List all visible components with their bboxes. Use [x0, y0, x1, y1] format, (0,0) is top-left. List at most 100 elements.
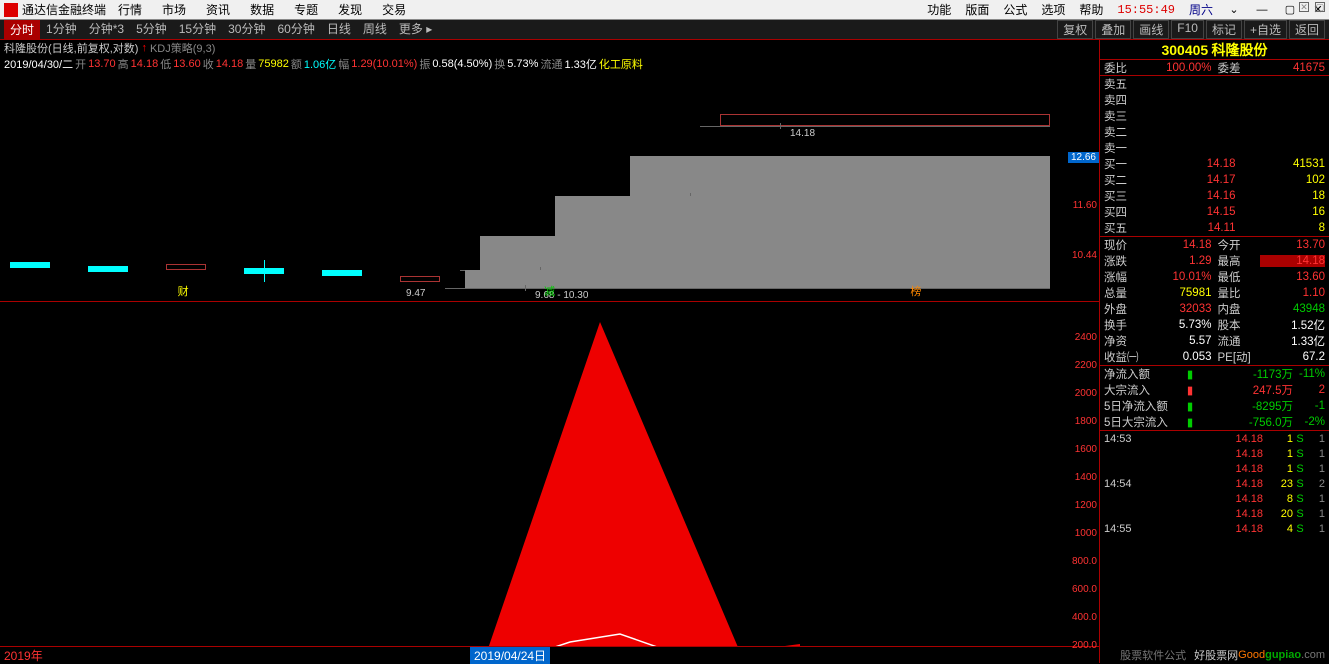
box-label: 14.18 — [790, 128, 815, 139]
toolbar-button[interactable]: +自选 — [1244, 20, 1287, 39]
price-box — [630, 156, 1050, 196]
ask-row: 卖一 — [1100, 140, 1329, 156]
price-box — [480, 236, 1050, 270]
kdj-label: KDJ策略(9,3) — [150, 40, 215, 56]
wm-suffix: 股票软件公式 — [1120, 647, 1186, 663]
stats-row: 2019/04/30/二 开13.70 高14.18 低13.60 收14.18… — [0, 56, 1099, 72]
stat-lbl: 量 — [245, 56, 256, 72]
menu-item[interactable]: 数据 — [250, 1, 274, 18]
candle — [88, 266, 128, 272]
info-row: 外盘32033内盘43948 — [1100, 301, 1329, 317]
stock-name: 科隆股份 — [1212, 42, 1268, 58]
stat-amp: 1.29(10.01%) — [351, 58, 417, 70]
toolbar-button[interactable]: 标记 — [1206, 20, 1242, 39]
menu-item[interactable]: 交易 — [382, 1, 406, 18]
stock-header: 300405 科隆股份 — [1100, 40, 1329, 60]
lower-chart[interactable]: 24002200200018001600140012001000800.0600… — [0, 302, 1099, 647]
stat-range: 0.58(4.50%) — [432, 58, 492, 70]
period-button[interactable]: 30分钟 — [222, 20, 271, 39]
period-toolbar: 分时1分钟分钟*35分钟15分钟30分钟60分钟日线周线更多 ▸ 复权叠加画线F… — [0, 20, 1329, 40]
maximize-icon[interactable]: ▢ — [1283, 3, 1297, 17]
footer-year: 2019年 — [4, 647, 43, 664]
menu-item[interactable]: 行情 — [118, 1, 142, 18]
period-button[interactable]: 5分钟 — [130, 20, 173, 39]
candle — [322, 270, 362, 276]
bid-row: 买一14.1841531 — [1100, 156, 1329, 172]
stat-lbl: 流通 — [540, 56, 562, 72]
y-tick: 1800 — [1075, 416, 1097, 427]
menu-item[interactable]: 资讯 — [206, 1, 230, 18]
tick-row: 14.1820S1 — [1100, 506, 1329, 521]
down-icon[interactable]: ⌄ — [1227, 3, 1241, 17]
y-tick: 2400 — [1075, 332, 1097, 343]
chart-opt-icon[interactable]: ▢ — [1315, 2, 1325, 12]
candle — [166, 264, 206, 270]
period-button[interactable]: 1分钟 — [40, 20, 83, 39]
menu-item[interactable]: 功能 — [927, 1, 951, 18]
stat-amt: 1.06亿 — [304, 56, 336, 72]
period-button[interactable]: 周线 — [357, 20, 393, 39]
menu-item[interactable]: 选项 — [1041, 1, 1065, 18]
wm-text: Good — [1238, 649, 1265, 661]
ask-row: 卖五 — [1100, 76, 1329, 92]
stat-close: 14.18 — [216, 58, 244, 70]
menu-item[interactable]: 发现 — [338, 1, 362, 18]
stat-vol: 75982 — [258, 58, 289, 70]
tick-row: 14.181S1 — [1100, 446, 1329, 461]
bid-row: 买二14.17102 — [1100, 172, 1329, 188]
menu-item[interactable]: 市场 — [162, 1, 186, 18]
weicha-lbl: 委差 — [1218, 60, 1260, 76]
stat-lbl: 收 — [203, 56, 214, 72]
tick-row: 14:5514.184S1 — [1100, 521, 1329, 536]
menu-item[interactable]: 版面 — [965, 1, 989, 18]
period-button[interactable]: 更多 ▸ — [393, 20, 438, 39]
price-box — [555, 196, 1050, 236]
y-tick: 1400 — [1075, 472, 1097, 483]
flow-row: 5日大宗流入▮-756.0万-2% — [1100, 414, 1329, 430]
bid-row: 买三14.1618 — [1100, 188, 1329, 204]
stat-high: 14.18 — [131, 58, 159, 70]
stat-float: 1.33亿 — [564, 56, 596, 72]
toolbar-button[interactable]: F10 — [1171, 20, 1204, 39]
menubar: 通达信金融终端 行情市场资讯数据专题发现交易 功能版面公式选项帮助 15:55:… — [0, 0, 1329, 20]
stat-turn: 5.73% — [507, 58, 538, 70]
menu-item[interactable]: 专题 — [294, 1, 318, 18]
chart-header: 科隆股份(日线,前复权,对数) ↑ KDJ策略(9,3) ✕ ▢ — [0, 40, 1099, 56]
info-row: 涨跌1.29最高14.18 — [1100, 253, 1329, 269]
y-tick: 2200 — [1075, 360, 1097, 371]
menu-item[interactable]: 帮助 — [1079, 1, 1103, 18]
stat-open: 13.70 — [88, 58, 116, 70]
mid-labels: 财减榜 — [0, 283, 1099, 299]
info-row: 总量75981量比1.10 — [1100, 285, 1329, 301]
period-button[interactable]: 日线 — [321, 20, 357, 39]
app-logo: 通达信金融终端 — [4, 1, 106, 18]
toolbar-button[interactable]: 画线 — [1133, 20, 1169, 39]
chart-opt-icon[interactable]: ✕ — [1299, 2, 1309, 12]
flow-row: 5日净流入额▮-8295万-1 — [1100, 398, 1329, 414]
y-tick: 800.0 — [1072, 556, 1097, 567]
period-button[interactable]: 分钟*3 — [83, 20, 130, 39]
toolbar-button[interactable]: 复权 — [1057, 20, 1093, 39]
period-button[interactable]: 60分钟 — [271, 20, 320, 39]
stat-lbl: 低 — [160, 56, 171, 72]
y-tick: 11.60 — [1073, 200, 1097, 211]
minimize-icon[interactable]: — — [1255, 3, 1269, 17]
weibi-lbl: 委比 — [1104, 60, 1146, 76]
menu-item[interactable]: 公式 — [1003, 1, 1027, 18]
toolbar-button[interactable]: 叠加 — [1095, 20, 1131, 39]
toolbar-button[interactable]: 返回 — [1289, 20, 1325, 39]
app-title: 通达信金融终端 — [22, 1, 106, 18]
wm-text: gupiao — [1265, 649, 1301, 661]
ask-row: 卖四 — [1100, 92, 1329, 108]
upper-chart[interactable]: 12.66 11.6010.4414.1812.89 - 13.6010.65 … — [0, 72, 1099, 302]
period-button[interactable]: 分时 — [4, 20, 40, 39]
y-tick: 600.0 — [1072, 584, 1097, 595]
side-panel: 300405 科隆股份 委比 100.00% 委差 41675 卖五卖四卖三卖二… — [1099, 40, 1329, 663]
stat-industry: 化工原料 — [599, 56, 643, 72]
period-button[interactable]: 15分钟 — [173, 20, 222, 39]
weicha-val: 41675 — [1260, 62, 1326, 74]
price-badge: 12.66 — [1068, 152, 1099, 163]
watermark: 股票软件公式 好股票网 Good gupiao .com — [1120, 647, 1325, 663]
candle — [10, 262, 50, 268]
stat-lbl: 高 — [118, 56, 129, 72]
